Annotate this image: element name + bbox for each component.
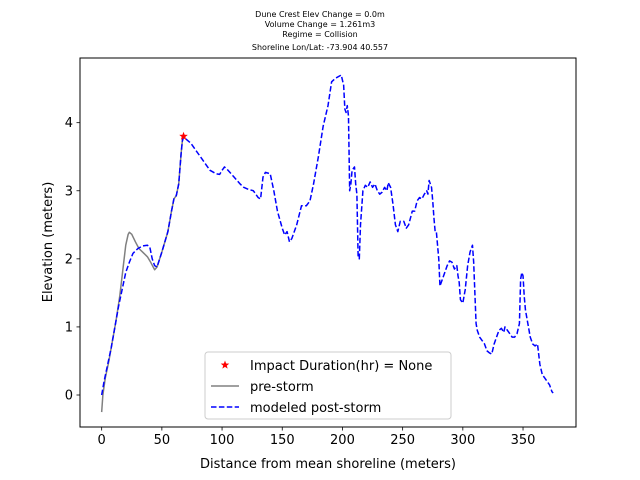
y-tick-label: 3 xyxy=(65,184,73,199)
y-tick-label: 2 xyxy=(65,252,73,267)
plot-frame xyxy=(79,57,577,428)
legend-item-post-storm: modeled post-storm xyxy=(211,401,381,416)
title-line-4: Shoreline Lon/Lat: -73.904 40.557 xyxy=(252,43,388,52)
series-layer xyxy=(100,74,554,413)
y-tick-label: 1 xyxy=(65,320,73,335)
star-icon xyxy=(220,360,230,369)
x-tick-label: 250 xyxy=(390,433,415,448)
legend-box xyxy=(204,351,452,420)
x-tick-label: 50 xyxy=(154,433,171,448)
x-tick-label: 350 xyxy=(511,433,536,448)
y-tick-label: 0 xyxy=(65,389,73,404)
series-line-modeled-post-storm xyxy=(100,74,554,396)
legend-label-impact: Impact Duration(hr) = None xyxy=(250,359,432,374)
y-axis: 0 1 2 3 4 xyxy=(65,116,80,404)
legend-label-pre-storm: pre-storm xyxy=(250,380,314,395)
x-tick-label: 200 xyxy=(330,433,355,448)
x-axis-label: Distance from mean shoreline (meters) xyxy=(200,457,456,472)
legend-swatch-star xyxy=(220,360,230,369)
legend: Impact Duration(hr) = None pre-storm mod… xyxy=(204,351,452,420)
impact-marker-star-icon xyxy=(179,131,188,140)
x-axis: 0 50 100 150 200 250 300 350 xyxy=(98,427,536,448)
legend-item-impact: Impact Duration(hr) = None xyxy=(220,359,432,374)
x-tick-label: 100 xyxy=(210,433,235,448)
title-line-2: Volume Change = 1.261m3 xyxy=(265,20,376,29)
legend-label-post-storm: modeled post-storm xyxy=(250,401,381,416)
title-line-3: Regime = Collision xyxy=(282,30,357,39)
marker-layer xyxy=(179,131,188,140)
y-axis-label: Elevation (meters) xyxy=(41,182,56,303)
x-tick-label: 150 xyxy=(270,433,295,448)
chart-title: Dune Crest Elev Change = 0.0m Volume Cha… xyxy=(252,10,388,52)
x-tick-label: 0 xyxy=(98,433,106,448)
title-line-1: Dune Crest Elev Change = 0.0m xyxy=(255,10,385,19)
y-tick-label: 4 xyxy=(65,116,73,131)
legend-item-pre-storm: pre-storm xyxy=(211,380,314,395)
x-tick-label: 300 xyxy=(450,433,475,448)
